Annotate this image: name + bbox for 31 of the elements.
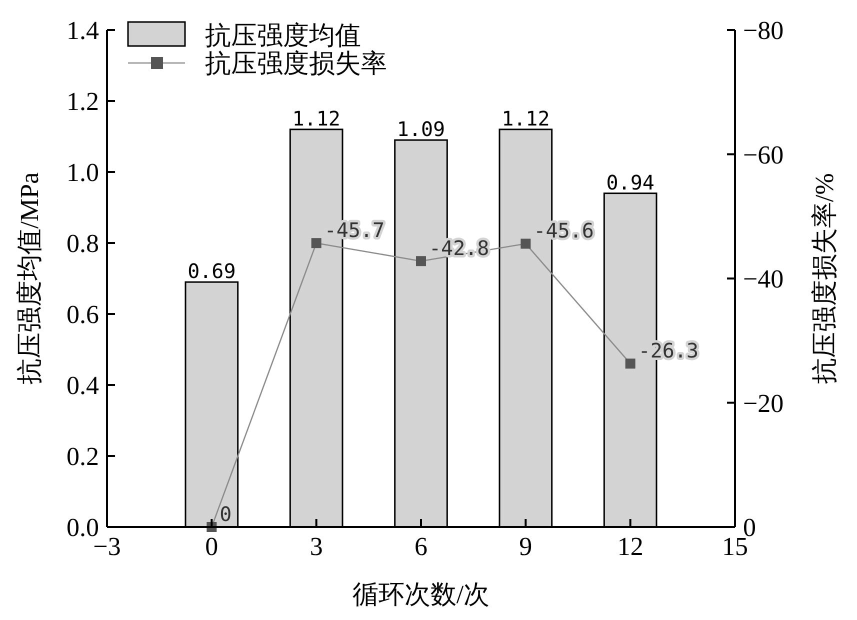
y-tick-label: 1.0 bbox=[66, 158, 99, 187]
point bbox=[520, 238, 531, 249]
y2-tick-label: −40 bbox=[743, 264, 784, 294]
y2-axis-title: 抗压强度损失率/% bbox=[810, 173, 839, 384]
data-label: 0.69 bbox=[188, 259, 236, 284]
legend-label: 抗压强度损失率 bbox=[205, 49, 387, 78]
data-label: 1.12 bbox=[292, 106, 340, 130]
x-tick-label: 12 bbox=[617, 532, 644, 561]
point bbox=[625, 358, 636, 369]
y-tick-label: 0.6 bbox=[66, 300, 99, 329]
data-label: 1.09 bbox=[396, 117, 446, 142]
x-tick-label: 9 bbox=[519, 532, 532, 561]
point bbox=[416, 256, 426, 266]
x-tick-label: 6 bbox=[414, 532, 428, 561]
x-tick-label: 0 bbox=[205, 532, 218, 561]
y2-tick-label: −60 bbox=[743, 140, 784, 170]
y-tick-label: 0.8 bbox=[66, 229, 99, 258]
y2-tick-label: −20 bbox=[743, 388, 784, 418]
data-label: 0.94 bbox=[606, 170, 654, 194]
y-tick-label: 0.2 bbox=[66, 442, 99, 471]
y-tick-label: 0.4 bbox=[66, 371, 99, 400]
legend-label: 抗压强度均值 bbox=[205, 21, 361, 50]
data-label: 1.12 bbox=[502, 106, 550, 130]
y-axis-title: 抗压强度均值/MPa bbox=[15, 172, 44, 385]
data-label: 0 bbox=[220, 502, 232, 526]
x-tick-label: 3 bbox=[310, 532, 323, 561]
y-tick-label: 1.4 bbox=[66, 16, 99, 45]
y2-tick-label: −80 bbox=[743, 16, 784, 45]
x-axis-title: 循环次数/次 bbox=[352, 580, 490, 609]
point bbox=[311, 238, 322, 248]
y-tick-label: 1.2 bbox=[66, 87, 99, 116]
